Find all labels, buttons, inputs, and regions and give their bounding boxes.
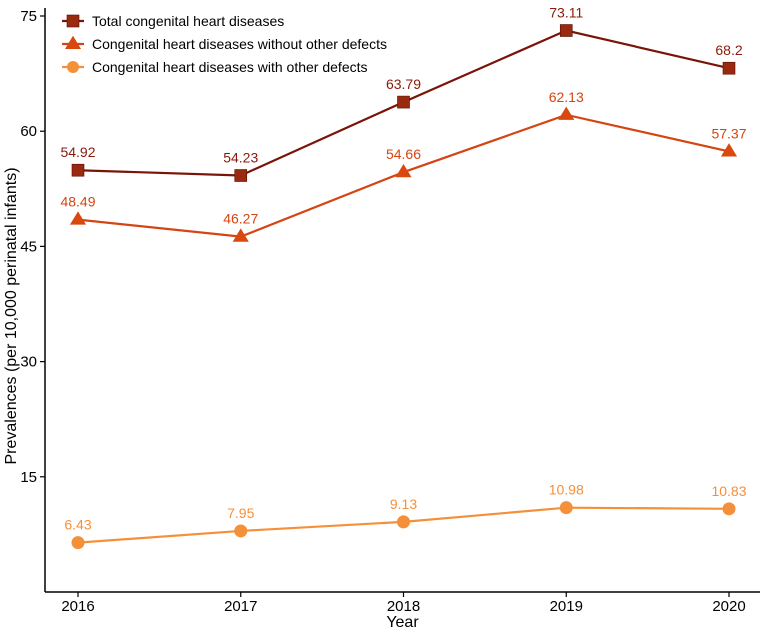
square-marker: [66, 14, 80, 28]
x-tick-label: 2019: [550, 598, 583, 615]
data-label: 62.13: [549, 89, 584, 105]
y-ticks: 15 30 45 60 75: [20, 8, 45, 486]
data-label: 48.49: [60, 194, 95, 210]
legend-label: Congenital heart diseases with other def…: [92, 59, 368, 75]
legend-label: Total congenital heart diseases: [92, 13, 284, 29]
data-label: 68.2: [715, 42, 742, 58]
axes: [44, 8, 760, 593]
circle-marker: [234, 524, 248, 538]
circle-marker: [397, 515, 410, 529]
series-circle: 6.43 7.95 9.13 10.98 10.83: [64, 482, 747, 550]
data-label: 54.92: [60, 144, 95, 160]
triangle-marker: [395, 163, 412, 178]
circle-marker: [71, 536, 85, 550]
x-tick-label: 2018: [387, 598, 420, 615]
data-label: 6.43: [64, 517, 91, 533]
y-tick-label: 60: [20, 123, 37, 140]
legend-item: Congenital heart diseases without other …: [62, 35, 387, 52]
square-marker: [397, 95, 410, 109]
y-tick-label: 15: [20, 469, 37, 486]
triangle-marker: [69, 211, 87, 225]
series-triangle: 48.49 46.27 54.66 62.13 57.37: [60, 89, 747, 242]
triangle-marker: [232, 228, 249, 242]
data-label: 63.79: [386, 76, 421, 92]
circle-marker: [67, 61, 79, 73]
circle-marker: [722, 502, 736, 516]
x-tick-label: 2016: [61, 598, 94, 615]
y-tick-label: 30: [20, 354, 37, 371]
legend-item: Congenital heart diseases with other def…: [62, 59, 368, 75]
square-marker: [234, 169, 248, 182]
data-label: 7.95: [227, 505, 254, 521]
data-label: 57.37: [711, 125, 746, 141]
y-tick-label: 45: [20, 238, 37, 255]
data-label: 10.98: [549, 482, 584, 498]
x-tick-label: 2020: [712, 598, 745, 615]
data-label: 54.23: [223, 150, 258, 166]
triangle-marker: [64, 35, 82, 50]
data-label: 54.66: [386, 146, 421, 162]
y-axis-title: Prevalences (per 10,000 perinatal infant…: [3, 167, 20, 464]
data-label: 46.27: [223, 211, 258, 227]
x-ticks: 2016 2017 2018 2019 2020: [61, 592, 746, 615]
legend-item: Total congenital heart diseases: [62, 13, 284, 29]
square-marker: [722, 61, 736, 75]
square-marker: [71, 163, 85, 177]
series-square: 54.92 54.23 63.79 73.11 68.2: [60, 5, 743, 182]
legend: Total congenital heart diseases Congenita…: [62, 13, 387, 75]
triangle-marker: [558, 106, 575, 120]
series-layer: 54.92 54.23 63.79 73.11 68.2 48.49 46.27 54.66 6…: [60, 5, 747, 550]
data-label: 10.83: [711, 483, 746, 499]
square-marker: [559, 24, 573, 37]
data-label: 73.11: [549, 5, 583, 21]
x-tick-label: 2017: [224, 598, 257, 615]
x-axis-title: Year: [386, 614, 419, 631]
data-label: 9.13: [390, 496, 417, 512]
legend-label: Congenital heart diseases without other …: [92, 36, 387, 52]
circle-marker: [559, 501, 573, 515]
y-tick-label: 75: [20, 8, 37, 25]
triangle-marker: [720, 143, 738, 157]
